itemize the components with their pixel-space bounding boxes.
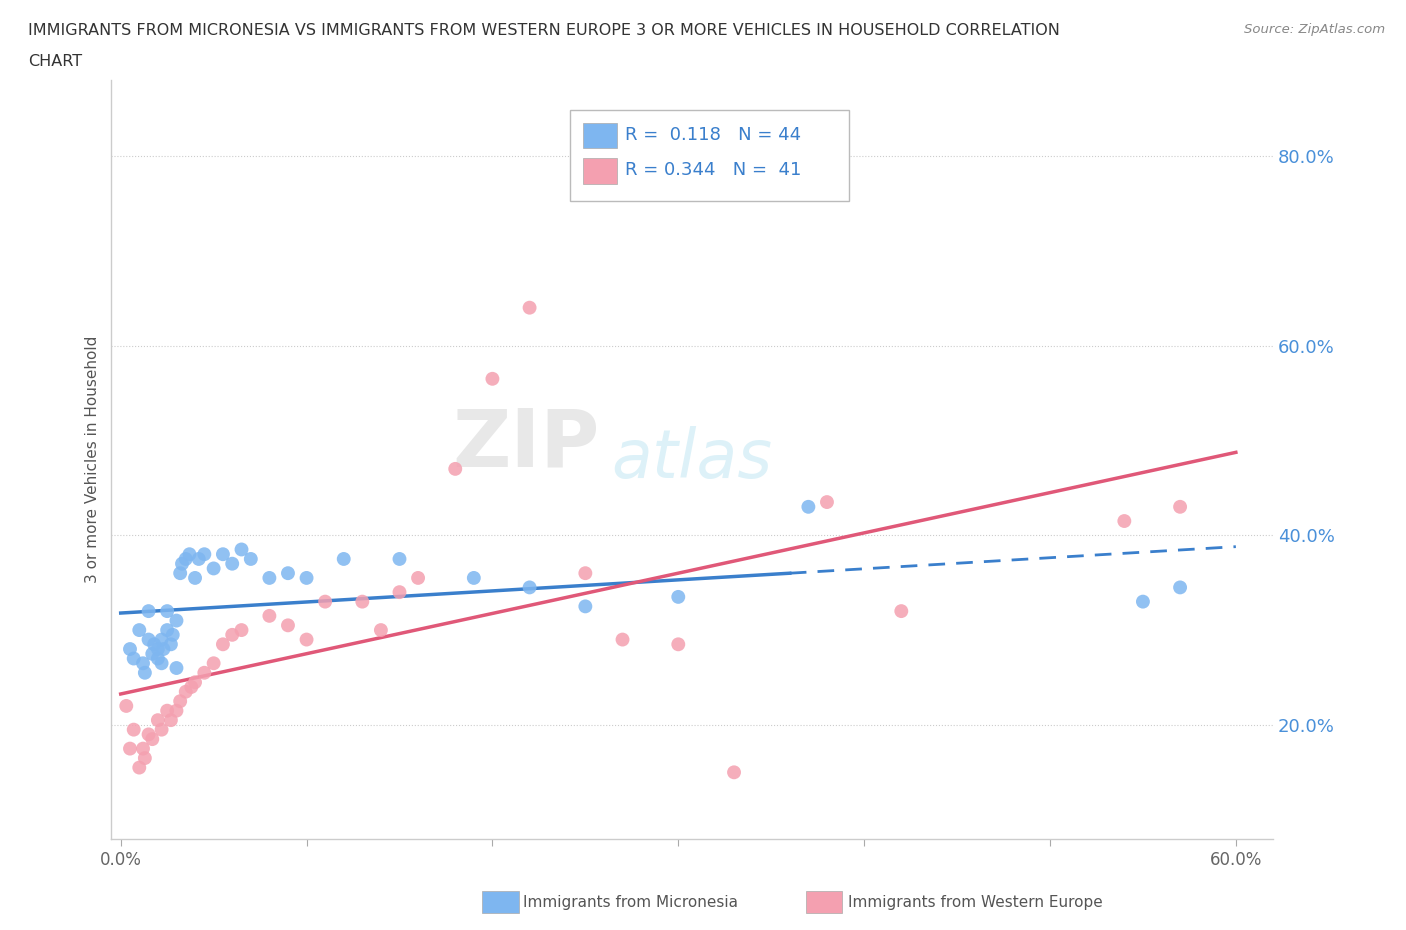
Text: IMMIGRANTS FROM MICRONESIA VS IMMIGRANTS FROM WESTERN EUROPE 3 OR MORE VEHICLES : IMMIGRANTS FROM MICRONESIA VS IMMIGRANTS…	[28, 23, 1060, 38]
Point	[388, 585, 411, 600]
Point	[118, 642, 141, 657]
Point	[212, 637, 235, 652]
Point	[277, 565, 299, 580]
Point	[1168, 580, 1191, 595]
Point	[132, 656, 155, 671]
Point	[259, 570, 281, 585]
Point	[169, 694, 191, 709]
Point	[295, 570, 318, 585]
Point	[141, 646, 163, 661]
Point	[231, 542, 253, 557]
Point	[295, 632, 318, 647]
Point	[169, 565, 191, 580]
Text: Immigrants from Micronesia: Immigrants from Micronesia	[523, 895, 738, 910]
Point	[187, 551, 209, 566]
Point	[160, 637, 183, 652]
Point	[332, 551, 354, 566]
Point	[815, 495, 838, 510]
Point	[221, 628, 243, 643]
Point	[174, 551, 197, 566]
Point	[138, 632, 160, 647]
Text: R =  0.118   N = 44: R = 0.118 N = 44	[624, 126, 801, 144]
Point	[141, 732, 163, 747]
Point	[463, 570, 485, 585]
Point	[156, 604, 179, 618]
Text: Immigrants from Western Europe: Immigrants from Western Europe	[848, 895, 1102, 910]
Point	[132, 741, 155, 756]
Text: atlas: atlas	[610, 426, 772, 492]
Point	[231, 623, 253, 638]
Point	[170, 556, 193, 571]
Text: R = 0.344   N =  41: R = 0.344 N = 41	[624, 162, 801, 179]
Text: ZIP: ZIP	[453, 405, 599, 484]
Point	[162, 628, 184, 643]
Point	[406, 570, 429, 585]
Text: Source: ZipAtlas.com: Source: ZipAtlas.com	[1244, 23, 1385, 36]
Point	[156, 703, 179, 718]
Point	[519, 300, 541, 315]
Point	[202, 656, 225, 671]
Point	[666, 637, 689, 652]
Point	[146, 651, 169, 666]
Point	[239, 551, 262, 566]
Point	[184, 570, 207, 585]
Point	[118, 741, 141, 756]
Point	[180, 680, 202, 695]
Point	[128, 760, 150, 775]
Point	[122, 723, 145, 737]
Point	[1168, 499, 1191, 514]
Point	[259, 608, 281, 623]
FancyBboxPatch shape	[583, 123, 617, 149]
Point	[179, 547, 201, 562]
Point	[150, 656, 173, 671]
Point	[152, 642, 174, 657]
Point	[221, 556, 243, 571]
Point	[138, 604, 160, 618]
Point	[723, 764, 745, 779]
Point	[1114, 513, 1136, 528]
Point	[890, 604, 912, 618]
Point	[481, 371, 503, 386]
Point	[166, 703, 188, 718]
Point	[612, 632, 634, 647]
Point	[134, 751, 156, 765]
Point	[174, 684, 197, 699]
Point	[352, 594, 374, 609]
Point	[797, 499, 820, 514]
Point	[193, 665, 215, 680]
Point	[574, 599, 596, 614]
Point	[277, 618, 299, 632]
Point	[138, 727, 160, 742]
FancyBboxPatch shape	[571, 111, 849, 202]
Point	[388, 551, 411, 566]
Point	[193, 547, 215, 562]
Point	[150, 723, 173, 737]
Point	[184, 675, 207, 690]
Point	[160, 712, 183, 727]
Point	[122, 651, 145, 666]
Point	[1132, 594, 1154, 609]
Point	[146, 642, 169, 657]
Point	[156, 623, 179, 638]
Point	[444, 461, 467, 476]
Point	[146, 712, 169, 727]
Point	[212, 547, 235, 562]
Point	[143, 637, 166, 652]
Point	[202, 561, 225, 576]
Point	[370, 623, 392, 638]
Point	[150, 632, 173, 647]
Point	[166, 613, 188, 628]
Point	[115, 698, 138, 713]
Point	[519, 580, 541, 595]
Point	[128, 623, 150, 638]
Point	[134, 665, 156, 680]
Point	[666, 590, 689, 604]
FancyBboxPatch shape	[583, 158, 617, 184]
Text: CHART: CHART	[28, 54, 82, 69]
Point	[574, 565, 596, 580]
Point	[166, 660, 188, 675]
Point	[314, 594, 336, 609]
Y-axis label: 3 or more Vehicles in Household: 3 or more Vehicles in Household	[86, 336, 100, 583]
